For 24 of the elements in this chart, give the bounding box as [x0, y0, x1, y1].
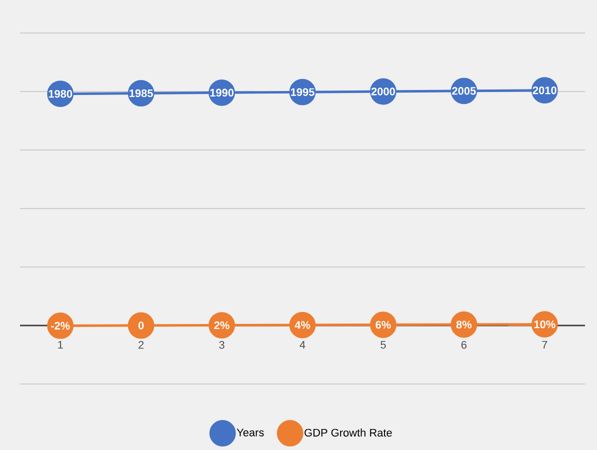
legend-label: Years	[236, 428, 264, 436]
data-label: 6%	[376, 320, 391, 329]
data-label: 8%	[456, 320, 472, 328]
data-label: 2005	[452, 87, 476, 95]
data-label: 1995	[291, 88, 314, 96]
x-tick-label: 3	[219, 340, 224, 349]
data-label: 10%	[534, 320, 556, 328]
x-tick-label: 1	[58, 340, 63, 349]
data-label: 2010	[532, 86, 556, 94]
x-tick-label: 5	[380, 340, 386, 349]
data-label: 1980	[48, 90, 72, 98]
data-label: 2000	[371, 88, 395, 96]
x-tick-label: 4	[300, 340, 306, 349]
x-tick-label: 7	[542, 340, 548, 349]
data-label: 2%	[214, 321, 230, 330]
legend-label: GDP Growth Rate	[304, 428, 392, 437]
x-tick-label: 2	[138, 340, 144, 349]
data-label: 0	[138, 322, 144, 330]
data-label: 1985	[130, 89, 153, 98]
data-label: 4%	[294, 321, 310, 329]
x-tick-label: 6	[461, 340, 466, 349]
data-label: 1990	[210, 88, 234, 97]
point	[128, 312, 154, 339]
data-label: -2%	[51, 322, 70, 330]
